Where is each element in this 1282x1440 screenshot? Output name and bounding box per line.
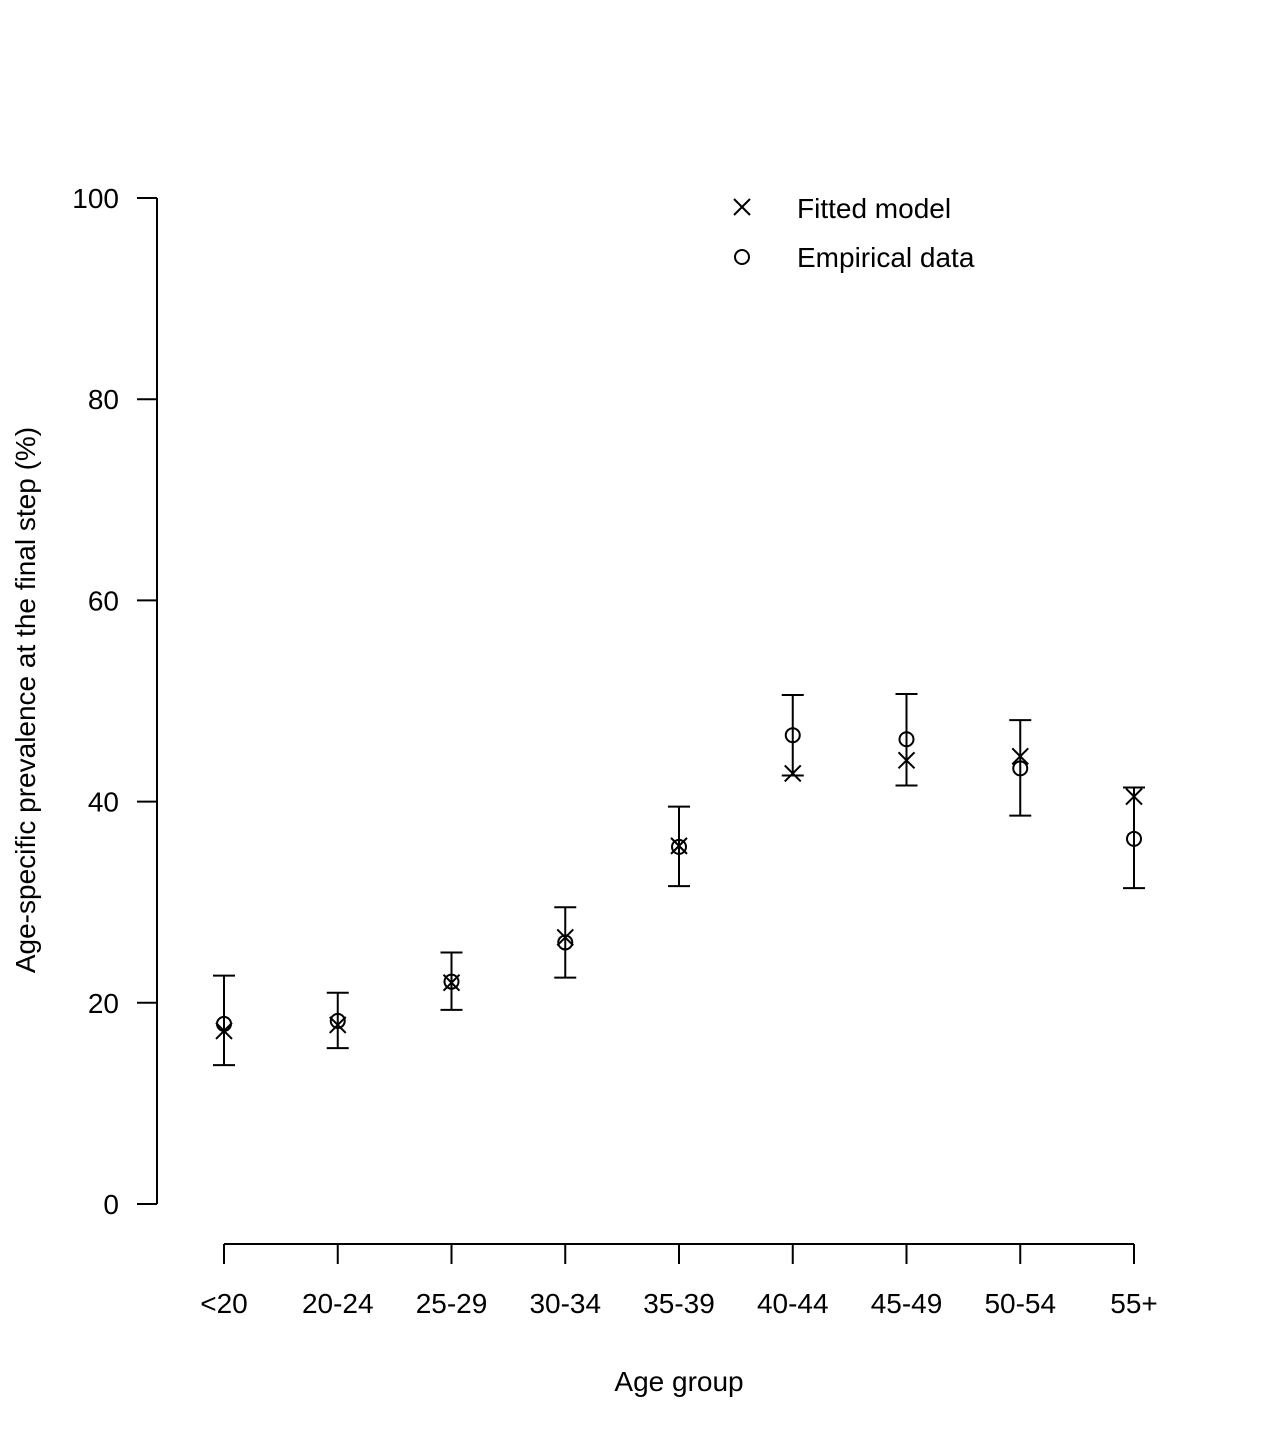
x-tick-label: 30-34 xyxy=(529,1288,601,1319)
fitted-point xyxy=(670,837,688,855)
fitted-point xyxy=(556,928,574,947)
legend-item-empirical: Empirical data xyxy=(734,242,975,273)
x-tick-label: <20 xyxy=(200,1288,248,1319)
x-tick-label: 50-54 xyxy=(984,1288,1056,1319)
empirical-point xyxy=(1012,760,1029,777)
error-bar xyxy=(1009,719,1032,817)
legend-cross-marker xyxy=(733,198,751,216)
fitted-point xyxy=(329,1016,347,1034)
legend-circle xyxy=(734,249,750,265)
fitted-point-stroke xyxy=(556,928,574,947)
legend-circle-marker xyxy=(734,249,750,265)
error-bar xyxy=(895,692,918,787)
legend: Fitted model Empirical data xyxy=(733,193,975,273)
error-bar xyxy=(781,693,804,777)
fitted-point xyxy=(442,973,461,992)
legend-cross-stroke xyxy=(733,198,751,216)
legend-label-fitted: Fitted model xyxy=(797,193,951,224)
x-axis-title: Age group xyxy=(614,1366,743,1397)
fitted-point-stroke xyxy=(1011,747,1029,766)
error-bar xyxy=(440,951,463,1011)
x-tick-label: 45-49 xyxy=(871,1288,943,1319)
empirical-point xyxy=(784,727,801,744)
error-bar xyxy=(326,991,349,1050)
legend-item-fitted: Fitted model xyxy=(733,193,951,224)
fitted-point-stroke xyxy=(442,973,461,992)
fitted-point xyxy=(1011,747,1029,766)
fitted-point-stroke xyxy=(897,751,916,770)
empirical-point xyxy=(898,731,915,748)
empirical-point xyxy=(443,973,460,990)
error-bar xyxy=(554,906,577,979)
error-bar xyxy=(1123,786,1145,890)
fitted-point-stroke xyxy=(784,764,802,783)
y-tick-label: 20 xyxy=(88,988,119,1019)
fitted-point xyxy=(784,764,802,783)
x-tick-label: 35-39 xyxy=(643,1288,715,1319)
x-tick-label: 40-44 xyxy=(757,1288,829,1319)
fitted-point-stroke xyxy=(329,1016,347,1034)
empirical-point xyxy=(1126,830,1142,847)
y-tick-label: 60 xyxy=(88,585,119,616)
legend-label-empirical: Empirical data xyxy=(797,242,975,273)
fitted-point xyxy=(1125,787,1143,806)
y-tick-label: 100 xyxy=(72,183,119,214)
empirical-point xyxy=(557,934,574,951)
empirical-point xyxy=(671,838,687,855)
markers xyxy=(215,727,1143,1040)
legend-cross xyxy=(733,198,751,216)
x-tick-label: 20-24 xyxy=(302,1288,374,1319)
error-bar xyxy=(213,974,235,1067)
y-tick-label: 0 xyxy=(103,1189,119,1220)
empirical-point xyxy=(329,1012,346,1029)
fitted-point-stroke xyxy=(1125,787,1143,806)
y-axis: 0 20 40 60 80 100 xyxy=(72,183,158,1220)
x-axis: <20 20-24 25-29 30-34 35-39 40-44 45-49 50-54 55… xyxy=(200,1243,1158,1319)
y-tick-label: 40 xyxy=(88,787,119,818)
x-tick-label: 55+ xyxy=(1110,1288,1158,1319)
x-tick-label: 25-29 xyxy=(416,1288,488,1319)
fitted-point xyxy=(215,1022,233,1040)
fitted-point xyxy=(897,751,916,770)
y-axis-title: Age-specific prevalence at the final ste… xyxy=(10,427,41,973)
fitted-point-stroke xyxy=(215,1022,233,1040)
y-tick-label: 80 xyxy=(88,384,119,415)
error-bars xyxy=(213,692,1145,1067)
fitted-point-stroke xyxy=(670,837,688,855)
